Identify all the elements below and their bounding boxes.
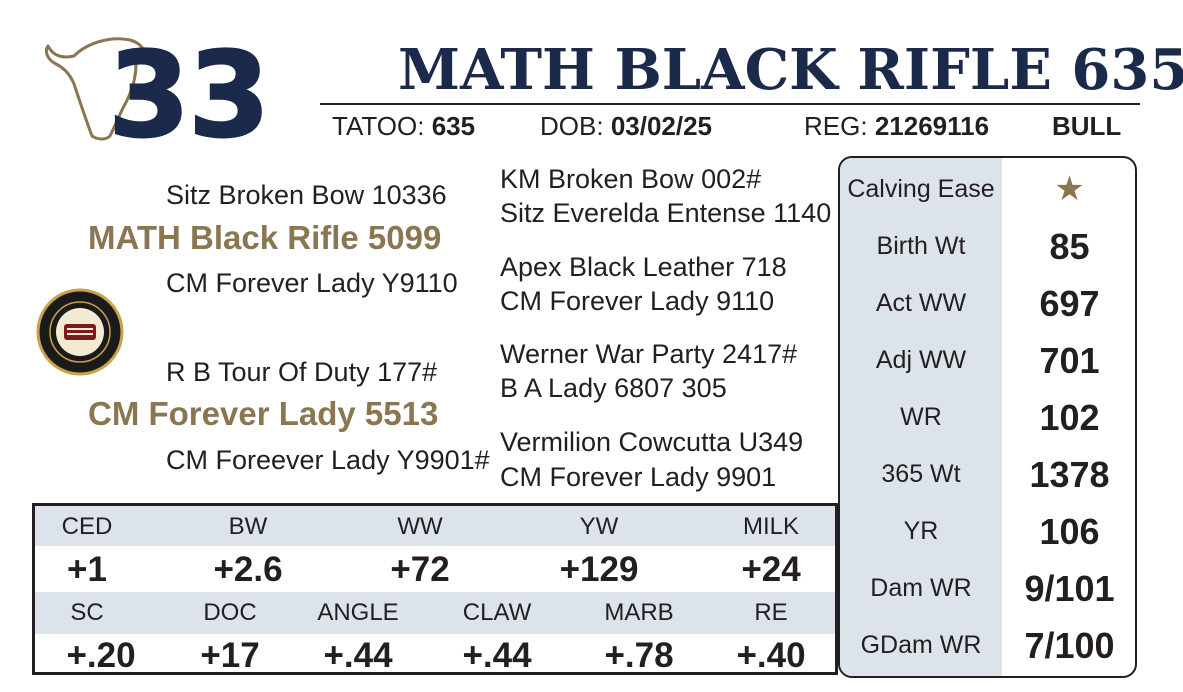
epd-label-milk: MILK	[742, 513, 799, 540]
great-grandparent: B A Lady 6807 305	[500, 373, 727, 403]
epd-value-ww: +72	[390, 550, 450, 589]
stat-row-adj-ww: Adj WW 701	[840, 332, 1135, 389]
stats-label-column	[840, 158, 1002, 676]
stat-row-gdam-wr: GDam WR 7/100	[840, 617, 1135, 674]
epd-label-ww: WW	[397, 513, 443, 540]
great-grandparent: Sitz Everelda Entense 1140	[500, 198, 832, 228]
epd-label-ced: CED	[61, 513, 113, 540]
stat-row-yr: YR 106	[840, 503, 1135, 560]
stat-value: 9/101	[1024, 568, 1115, 609]
stat-row-calving-ease: Calving Ease ★	[840, 161, 1135, 218]
stat-row-act-ww: Act WW 697	[840, 275, 1135, 332]
sire: MATH Black Rifle 5099	[88, 219, 442, 256]
reg-value: 21269116	[874, 111, 990, 141]
stat-value: 701	[1039, 340, 1100, 381]
dam-sire: R B Tour Of Duty 177#	[166, 357, 438, 387]
star-icon: ★	[1054, 170, 1085, 208]
great-grandparent: Vermilion Cowcutta U349	[500, 427, 804, 457]
epd-label-bw: BW	[228, 513, 268, 540]
epd-label-marb: MARB	[604, 599, 674, 626]
cow-head-icon	[44, 37, 146, 141]
stat-label: Dam WR	[870, 574, 972, 602]
stat-label: Adj WW	[875, 346, 967, 374]
dob-label: DOB:	[540, 111, 604, 141]
epd-value-milk: +24	[741, 550, 801, 589]
epd-value-re: +.40	[736, 636, 806, 675]
stat-row-birth-wt: Birth Wt 85	[840, 218, 1135, 275]
dam-dam: CM Foreever Lady Y9901#	[166, 445, 490, 475]
epd-value-marb: +.78	[604, 636, 674, 675]
epd-label-angle: ANGLE	[317, 599, 399, 626]
epd-value-ced: +1	[67, 550, 107, 589]
tattoo-value: 635	[431, 111, 476, 141]
dob-value: 03/02/25	[610, 111, 713, 141]
header-divider	[320, 103, 1140, 105]
epd-header-band	[35, 592, 835, 634]
epd-value-angle: +.44	[323, 636, 393, 675]
epd-table: CED BW WW YW MILK +1 +2.6 +72 +129 +24 S…	[32, 503, 838, 675]
stat-row-dam-wr: Dam WR 9/101	[840, 560, 1135, 617]
stat-value: 102	[1039, 397, 1100, 438]
epd-label-yw: YW	[579, 513, 619, 540]
epd-value-doc: +17	[200, 636, 260, 675]
epd-value-claw: +.44	[462, 636, 532, 675]
epd-value-yw: +129	[559, 550, 639, 589]
tattoo-field: TATOO: 635	[332, 110, 475, 142]
stat-row-365-wt: 365 Wt 1378	[840, 446, 1135, 503]
tattoo-label: TATOO:	[332, 111, 425, 141]
great-grandparent: CM Forever Lady 9110	[500, 286, 775, 316]
great-grandparent: Apex Black Leather 718	[500, 252, 787, 282]
epd-value-sc: +.20	[66, 636, 136, 675]
epd-header-band	[35, 506, 835, 546]
stat-label: YR	[903, 517, 939, 545]
stat-label: 365 Wt	[881, 460, 961, 488]
sex-label: BULL	[1052, 111, 1122, 141]
dob-field: DOB: 03/02/25	[540, 110, 712, 142]
sire-dam: CM Forever Lady Y9110	[166, 268, 458, 298]
stat-label: Act WW	[875, 289, 967, 317]
epd-value-bw: +2.6	[213, 550, 283, 589]
stat-row-wr: WR 102	[840, 389, 1135, 446]
stat-label: Birth Wt	[876, 232, 966, 260]
epd-label-claw: CLAW	[462, 599, 532, 626]
epd-label-sc: SC	[70, 599, 104, 626]
stat-value: 106	[1039, 511, 1100, 552]
great-grandparent: CM Forever Lady 9901	[500, 462, 777, 492]
epd-label-re: RE	[754, 599, 788, 626]
performance-stats-panel: Calving Ease ★ Birth Wt 85 Act WW 697 Ad…	[838, 156, 1137, 678]
great-grandparent: Werner War Party 2417#	[500, 339, 798, 369]
animal-name: MATH BLACK RIFLE 635	[398, 37, 1183, 103]
lot-number: 33	[107, 26, 271, 164]
stat-value: 1378	[1029, 454, 1110, 495]
dam: CM Forever Lady 5513	[88, 395, 439, 432]
stat-value: 697	[1039, 283, 1100, 324]
epd-label-doc: DOC	[203, 599, 257, 626]
stat-label: WR	[900, 403, 942, 431]
stat-value: 85	[1049, 226, 1090, 267]
reg-label: REG:	[804, 111, 868, 141]
registration-field: REG: 21269116	[804, 110, 989, 142]
stat-value: 7/100	[1024, 625, 1115, 666]
stat-label: GDam WR	[860, 631, 982, 659]
stat-label: Calving Ease	[847, 175, 995, 203]
certified-angus-beef-seal-icon	[36, 288, 124, 376]
sire-sire: Sitz Broken Bow 10336	[166, 180, 447, 210]
great-grandparent: KM Broken Bow 002#	[500, 164, 762, 194]
